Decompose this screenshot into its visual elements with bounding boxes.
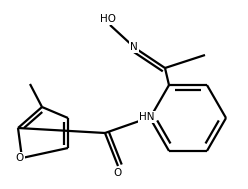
Text: O: O [16,153,24,163]
Text: N: N [130,42,138,52]
Text: HN: HN [139,112,155,122]
Text: HO: HO [100,14,116,24]
Text: O: O [114,168,122,178]
